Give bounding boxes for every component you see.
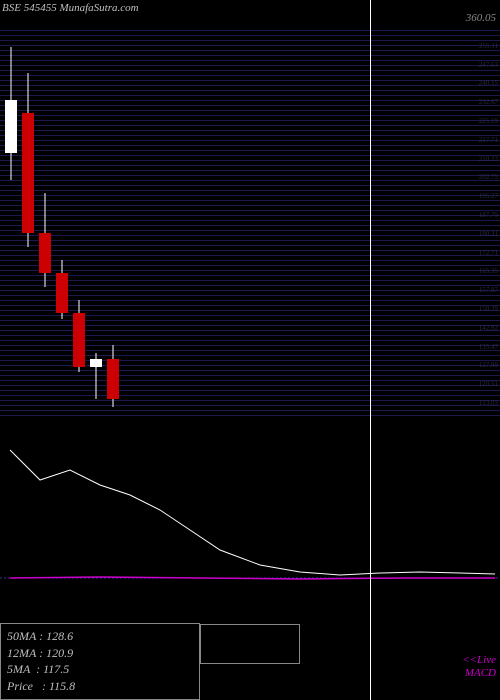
candlestick-chart: 255.11 247.63 240.15 232.67 225.19 217.71 210.… bbox=[0, 20, 500, 420]
chart-header: BSE 545455 MunafaSutra.com bbox=[2, 2, 139, 14]
y-tick-label: 120.51 bbox=[479, 382, 498, 387]
y-tick-label: 195.27 bbox=[479, 194, 498, 199]
y-tick-label: 210.23 bbox=[479, 157, 498, 162]
ma50-row: 50MA : 128.6 bbox=[7, 628, 193, 645]
y-tick-label: 172.71 bbox=[479, 251, 498, 256]
candle-body bbox=[90, 359, 102, 367]
ma50-label: 50MA bbox=[7, 629, 36, 643]
y-tick-label: 187.79 bbox=[479, 213, 498, 218]
candle-body bbox=[107, 359, 119, 399]
y-tick-label: 142.92 bbox=[479, 326, 498, 331]
ma12-row: 12MA : 120.9 bbox=[7, 645, 193, 662]
macd-label-line2: MACD bbox=[462, 667, 496, 680]
macd-label-line1: <<Live bbox=[462, 654, 496, 667]
y-tick-label: 180.31 bbox=[479, 232, 498, 237]
symbol-label: 545455 bbox=[24, 2, 57, 14]
candle-body bbox=[56, 273, 68, 313]
y-tick-label: 247.63 bbox=[479, 63, 498, 68]
ma5-value: 117.5 bbox=[43, 662, 69, 676]
macd-signal-line bbox=[10, 577, 495, 579]
macd-label: <<Live MACD bbox=[462, 654, 496, 680]
ma12-value: 120.9 bbox=[46, 646, 73, 660]
source-label: MunafaSutra.com bbox=[59, 2, 138, 14]
macd-line bbox=[10, 450, 495, 575]
candle-body bbox=[73, 313, 85, 366]
price-label-text: Price bbox=[7, 679, 33, 693]
ma50-value: 128.6 bbox=[46, 629, 73, 643]
y-axis-labels: 255.11 247.63 240.15 232.67 225.19 217.71 210.… bbox=[479, 30, 498, 420]
y-tick-label: 150.39 bbox=[479, 307, 498, 312]
exchange-label: BSE bbox=[2, 2, 21, 14]
y-tick-label: 135.47 bbox=[479, 345, 498, 350]
ma12-label: 12MA bbox=[7, 646, 36, 660]
ma5-row: 5MA : 117.5 bbox=[7, 661, 193, 678]
y-tick-label: 113.03 bbox=[479, 401, 498, 406]
candle-body bbox=[39, 233, 51, 273]
macd-indicator bbox=[0, 430, 500, 610]
info-box: 50MA : 128.6 12MA : 120.9 5MA : 117.5 Pr… bbox=[0, 623, 200, 700]
macd-svg bbox=[0, 430, 500, 610]
y-tick-label: 217.71 bbox=[479, 138, 498, 143]
price-row: Price : 115.8 bbox=[7, 678, 193, 695]
candle-body bbox=[5, 100, 17, 153]
ma5-label: 5MA bbox=[7, 662, 30, 676]
y-tick-label: 225.19 bbox=[479, 119, 498, 124]
y-tick-label: 157.87 bbox=[479, 288, 498, 293]
y-tick-label: 127.99 bbox=[479, 363, 498, 368]
price-value: 115.8 bbox=[49, 679, 75, 693]
y-tick-label: 240.15 bbox=[479, 81, 498, 86]
y-tick-label: 255.11 bbox=[479, 44, 498, 49]
full-vertical-marker bbox=[370, 0, 371, 700]
y-tick-label: 202.75 bbox=[479, 175, 498, 180]
empty-info-box bbox=[200, 624, 300, 664]
candle-body bbox=[22, 113, 34, 233]
y-tick-label: 165.35 bbox=[479, 269, 498, 274]
y-tick-label: 232.67 bbox=[479, 100, 498, 105]
